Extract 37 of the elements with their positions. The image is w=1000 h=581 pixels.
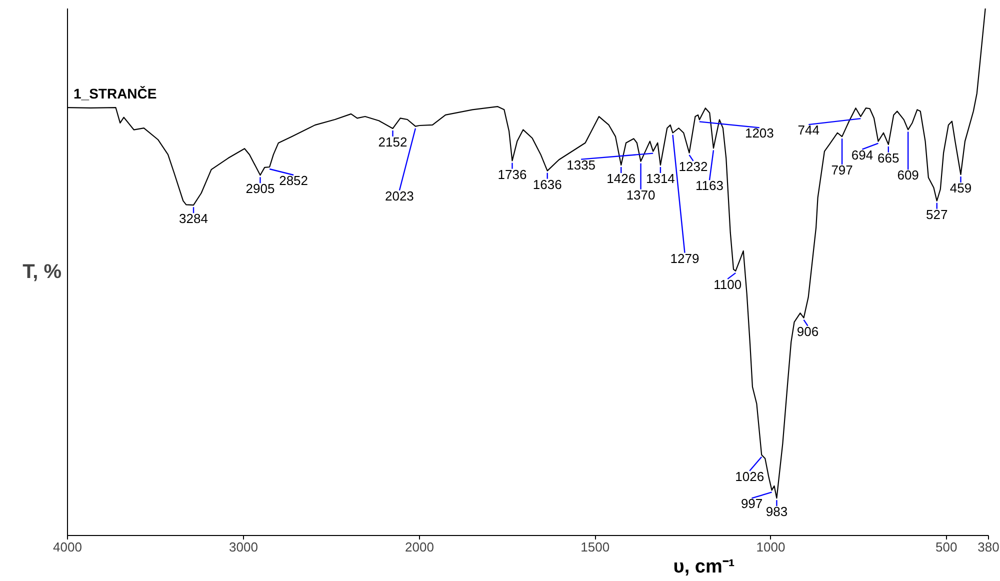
annotation: 1314 — [646, 171, 675, 186]
x-tick-label: 2000 — [405, 540, 434, 554]
annotation: 1203 — [744, 126, 774, 141]
x-tick-label: 500 — [936, 540, 958, 554]
annotation: 1163 — [696, 178, 724, 194]
annotation: 744 — [798, 122, 820, 138]
annotation: 797 — [831, 162, 853, 178]
annotation: 1335 — [566, 157, 596, 172]
annotation: 1100 — [714, 276, 742, 292]
annotation: 1370 — [626, 187, 656, 202]
annotation: 1026 — [735, 468, 764, 484]
annotation: 1736 — [498, 166, 527, 182]
x-tick-label: 1500 — [580, 540, 610, 554]
x-tick-label: 380 — [978, 540, 1000, 554]
y-axis-title: T, % — [22, 261, 62, 283]
annotation: 2152 — [378, 134, 408, 150]
x-axis-title: υ, cm⁻¹ — [673, 556, 735, 578]
annotation: 1426 — [606, 171, 636, 186]
annotation: 3284 — [179, 211, 208, 226]
x-tick-label: 4000 — [53, 540, 82, 554]
annotation: 1232 — [678, 158, 708, 174]
x-tick-label: 1000 — [756, 540, 786, 554]
annotation: 609 — [897, 168, 919, 183]
annotation: 906 — [796, 324, 819, 339]
annotation: 694 — [851, 147, 874, 162]
annotation: 665 — [878, 150, 900, 166]
annotation: 527 — [926, 206, 948, 222]
annotation: 2852 — [279, 173, 308, 188]
x-tick-label: 3000 — [229, 540, 258, 554]
annotation: 459 — [950, 180, 972, 196]
annotation: 2023 — [384, 188, 414, 204]
annotation: 997 — [740, 496, 763, 512]
annotation: 983 — [766, 504, 788, 520]
annotation: 1636 — [532, 176, 562, 192]
annotation: 1279 — [670, 250, 700, 266]
series-label: 1_STRANČE — [74, 86, 157, 102]
annotation: 2905 — [246, 181, 275, 196]
